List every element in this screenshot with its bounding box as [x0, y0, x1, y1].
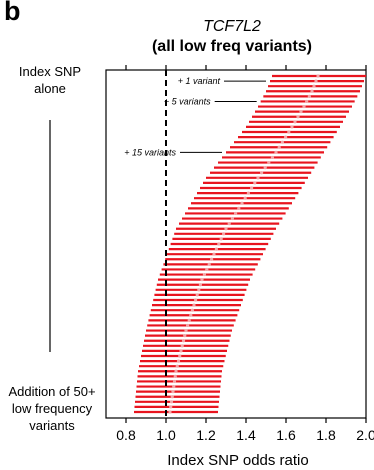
variant-annotation: + 1 variant: [178, 76, 221, 86]
or-point: [280, 140, 284, 144]
or-point: [287, 130, 291, 134]
x-tick-label: 2.0: [356, 427, 374, 443]
chart-subtitle: (all low freq variants): [152, 38, 312, 55]
or-point: [290, 125, 294, 129]
or-point: [186, 323, 190, 328]
or-point: [314, 79, 318, 83]
or-point: [227, 222, 231, 226]
x-tick-label: 1.6: [276, 427, 296, 443]
chart-title: TCF7L2: [203, 18, 261, 35]
or-point: [194, 298, 198, 302]
or-point: [250, 186, 254, 190]
or-point: [172, 379, 177, 384]
or-point: [168, 410, 172, 414]
or-point: [171, 390, 175, 394]
or-point: [172, 384, 176, 389]
or-point: [202, 272, 206, 277]
y-bottom-label: Addition of 50+ low frequency variants: [8, 384, 96, 433]
or-point: [174, 369, 178, 373]
or-point: [205, 267, 209, 272]
or-point: [224, 227, 228, 231]
or-point: [187, 318, 191, 322]
or-point: [230, 216, 234, 221]
x-axis: 0.8 1.0 1.2 1.4 1.6 1.8 2.0: [116, 65, 374, 443]
or-point: [277, 145, 281, 149]
interval-rows: [134, 74, 366, 414]
or-point: [305, 99, 309, 104]
or-point: [302, 104, 306, 109]
or-point: [169, 405, 173, 409]
y-top-label: Index SNP alone: [18, 64, 82, 96]
x-axis-label: Index SNP odds ratio: [167, 452, 308, 469]
or-point: [312, 84, 316, 88]
annotation-layer: + 1 variant + 5 variants + 15 variants: [124, 76, 266, 157]
or-point: [307, 94, 311, 98]
or-point: [184, 328, 188, 333]
x-tick-label: 0.8: [116, 427, 136, 443]
or-point: [310, 89, 314, 93]
or-point: [217, 242, 221, 246]
or-point: [169, 400, 174, 404]
or-point: [260, 171, 264, 175]
or-point: [179, 349, 183, 353]
or-point: [299, 110, 303, 114]
panel-letter: b: [4, 0, 21, 26]
or-point: [195, 293, 199, 297]
x-tick-label: 1.0: [156, 427, 176, 443]
or-point: [176, 359, 181, 363]
or-point: [243, 196, 247, 200]
or-point: [222, 232, 226, 236]
or-point: [210, 257, 214, 261]
or-point: [181, 339, 186, 343]
x-tick-label: 1.2: [196, 427, 216, 443]
or-point: [256, 176, 260, 180]
or-point: [274, 150, 278, 154]
or-point: [175, 364, 179, 368]
or-point: [246, 191, 250, 195]
variant-annotation: + 5 variants: [164, 96, 211, 106]
or-point: [180, 344, 184, 348]
variant-annotation: + 15 variants: [124, 147, 176, 157]
or-point: [173, 374, 177, 378]
x-tick-label: 1.4: [236, 427, 256, 443]
or-point: [219, 237, 223, 241]
or-point: [207, 262, 211, 266]
or-point: [284, 135, 288, 139]
or-point: [189, 313, 193, 317]
plot-frame: [105, 69, 367, 419]
or-point: [200, 278, 204, 282]
or-point: [190, 308, 194, 312]
or-point: [253, 181, 257, 185]
or-point: [183, 334, 187, 338]
or-point: [263, 166, 267, 170]
or-point: [192, 303, 196, 307]
or-point: [316, 74, 320, 78]
or-point: [170, 395, 174, 399]
x-tick-label: 1.8: [316, 427, 336, 443]
or-point: [293, 120, 297, 124]
or-point: [296, 115, 300, 119]
or-point: [198, 283, 202, 287]
or-point: [240, 201, 244, 205]
or-point: [178, 354, 182, 358]
or-point: [270, 155, 274, 160]
or-point: [237, 206, 241, 210]
or-point: [267, 160, 271, 165]
or-point: [212, 252, 216, 256]
or-point: [214, 247, 218, 251]
or-point: [197, 288, 201, 292]
or-point: [234, 211, 238, 216]
